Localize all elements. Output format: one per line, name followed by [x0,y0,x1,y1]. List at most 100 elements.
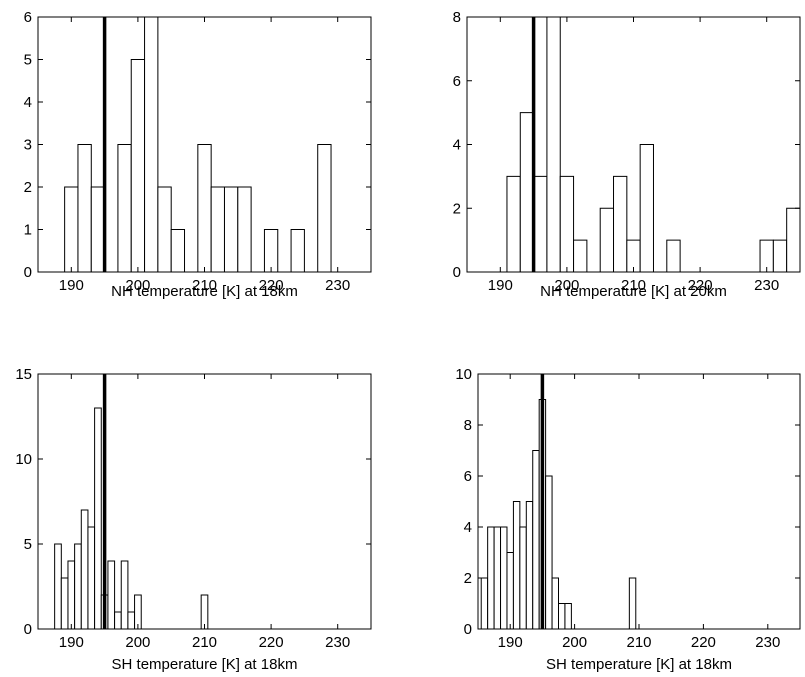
histogram-bar [74,543,82,630]
x-tick-label: 220 [688,277,713,294]
plot-frame [37,373,372,630]
y-tick-label: 2 [24,179,32,196]
y-tick-label: 8 [464,417,472,434]
x-axis-label: SH temperature [K] at 18km [546,656,732,673]
histogram-bar [157,186,172,273]
histogram-bar [639,144,654,273]
x-tick-label: 220 [259,277,284,294]
histogram-bar [120,560,129,630]
histogram-bar [519,112,535,273]
histogram-bar [80,509,89,630]
y-tick-label: 0 [24,621,32,638]
y-tick-label: 5 [24,536,32,553]
x-tick-label: 200 [125,634,150,651]
histogram-bar [519,526,527,630]
histogram-bar [500,526,508,630]
bars [478,374,800,630]
histogram-bar [117,144,132,273]
histogram-bar [506,552,514,630]
histogram-bar [506,175,521,273]
histogram-bar [94,407,102,630]
x-tick-label: 220 [259,634,284,651]
x-tick-label: 210 [192,634,217,651]
y-tick-label: 6 [24,9,32,26]
histogram-bar [599,207,615,273]
histogram-bar [54,543,62,630]
y-tick-label: 5 [24,52,32,69]
histogram-bar [114,611,122,630]
panel-nh-18km: 190 200 210 220 230 0 1 2 3 4 5 6 NH temperature [K… [24,9,372,300]
histogram-bar [60,577,69,630]
x-tick-label: 200 [554,277,579,294]
histogram-bar [130,59,146,273]
plot-frame [477,373,801,630]
histogram-bar [628,577,637,630]
x-tick-label: 190 [59,277,84,294]
histogram-bar [107,560,116,630]
histogram-bar [559,175,575,273]
x-tick-label: 210 [621,277,646,294]
x-tick-label: 230 [754,277,779,294]
y-tick-label: 10 [15,451,32,468]
histogram-bar [67,560,76,630]
histogram-bar [525,501,534,630]
x-tick-label: 210 [192,277,217,294]
y-tick-label: 6 [464,468,472,485]
histogram-bar [317,144,332,273]
histogram-bar [545,475,553,630]
axis-ticks: 190 200 210 220 230 0 5 10 15 [15,366,371,651]
histogram-bar [170,229,186,273]
y-tick-label: 10 [455,366,472,383]
x-tick-label: 230 [755,634,780,651]
histogram-bar [487,526,495,630]
histogram-bar [558,603,566,630]
bars [38,16,371,273]
panel-sh-18km-left: 190 200 210 220 230 0 5 10 15 SH temperature [K]… [15,366,372,673]
axis-ticks: 190 200 210 220 230 0 2 4 6 8 10 [455,366,800,651]
histogram-bar [573,239,588,273]
bars [38,374,371,630]
x-tick-label: 220 [691,634,716,651]
plot-frame [37,16,372,273]
y-tick-label: 2 [464,570,472,587]
histogram-bar [533,175,548,273]
histogram-bar [263,229,279,273]
x-tick-label: 230 [325,634,350,651]
bars [467,16,801,273]
histogram-bar [772,239,788,273]
y-tick-label: 6 [453,73,461,90]
axis-ticks: 190 200 210 220 230 0 2 4 6 8 [453,9,800,294]
histogram-bar [87,526,96,630]
y-tick-label: 1 [24,222,32,239]
x-axis-label: NH temperature [K] at 20km [540,283,727,300]
histogram-bar [197,144,212,273]
histogram-bar [551,577,559,630]
histogram-bar [786,207,801,273]
histogram-bar [666,239,681,273]
y-tick-label: 0 [24,264,32,281]
x-tick-label: 190 [59,634,84,651]
y-tick-label: 4 [464,519,472,536]
histogram-bar [144,16,159,273]
histogram-bar [290,229,305,273]
x-tick-label: 210 [626,634,651,651]
x-tick-label: 190 [488,277,513,294]
histogram-bar [127,611,136,630]
histogram-bar [237,186,252,273]
x-axis-label: SH temperature [K] at 18km [112,656,298,673]
x-tick-label: 200 [562,634,587,651]
y-tick-label: 4 [24,94,32,111]
plot-frame [466,16,801,273]
histogram-bar [564,603,572,630]
x-tick-label: 230 [325,277,350,294]
y-tick-label: 8 [453,9,461,26]
panel-nh-20km: 190 200 210 220 230 0 2 4 6 8 NH temperature [K] … [453,9,801,300]
histogram-bar [223,186,239,273]
y-tick-label: 2 [453,200,461,217]
y-tick-label: 3 [24,137,32,154]
y-tick-label: 15 [15,366,32,383]
histogram-bar [134,594,142,630]
histogram-bar [532,450,540,630]
histogram-bar [77,144,92,273]
panel-sh-18km-right: 190 200 210 220 230 0 2 4 6 8 10 SH temperature [K… [455,366,801,673]
